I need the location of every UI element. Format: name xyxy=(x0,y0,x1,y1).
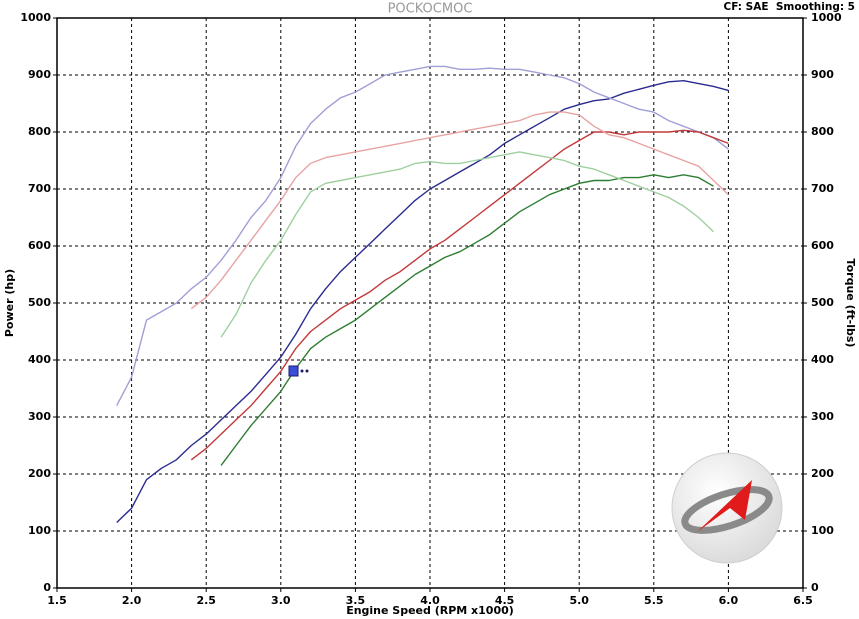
y-tick-label: 0 xyxy=(43,581,51,594)
y-tick-label: 200 xyxy=(28,467,51,480)
x-tick-label: 6.0 xyxy=(719,594,739,607)
y-axis-label: Power (hp) xyxy=(3,269,16,337)
x-tick-label: 2.0 xyxy=(122,594,142,607)
line-series xyxy=(220,174,714,466)
x-tick-label: 5.0 xyxy=(569,594,589,607)
y-tick-label: 1000 xyxy=(20,11,51,24)
y-tick-label: 400 xyxy=(28,353,51,366)
y-tick-label: 600 xyxy=(28,239,51,252)
y-tick-label: 700 xyxy=(28,182,51,195)
line-series xyxy=(190,129,729,461)
y2-axis-label: Torque (ft-lbs) xyxy=(844,259,857,348)
x-tick-label: 1.5 xyxy=(47,594,67,607)
line-series xyxy=(190,111,729,310)
x-tick-label: 4.0 xyxy=(420,594,440,607)
line-series xyxy=(116,80,729,524)
y2-tick-label: 300 xyxy=(811,410,834,423)
y-tick-label: 900 xyxy=(28,68,51,81)
chart-title: POCKOCMOC xyxy=(388,2,473,17)
x-tick-label: 6.5 xyxy=(793,594,813,607)
x-tick-label: 5.5 xyxy=(644,594,664,607)
cursor xyxy=(288,365,309,377)
y2-tick-label: 600 xyxy=(811,239,834,252)
y2-tick-label: 800 xyxy=(811,125,834,138)
line-series xyxy=(220,151,714,338)
x-tick-label: 3.5 xyxy=(346,594,366,607)
x-axis-label: Engine Speed (RPM x1000) xyxy=(346,604,514,617)
y-tick-label: 300 xyxy=(28,410,51,423)
x-tick-label: 2.5 xyxy=(196,594,216,607)
y2-tick-label: 900 xyxy=(811,68,834,81)
y2-tick-label: 500 xyxy=(811,296,834,309)
y-tick-label: 800 xyxy=(28,125,51,138)
y2-tick-label: 100 xyxy=(811,524,834,537)
y-tick-label: 100 xyxy=(28,524,51,537)
y2-tick-label: 1000 xyxy=(811,11,842,24)
y2-tick-label: 0 xyxy=(811,581,819,594)
y2-tick-label: 200 xyxy=(811,467,834,480)
logo xyxy=(671,452,783,564)
x-tick-label: 3.0 xyxy=(271,594,291,607)
y2-tick-label: 400 xyxy=(811,353,834,366)
y2-tick-label: 700 xyxy=(811,182,834,195)
x-tick-label: 4.5 xyxy=(495,594,515,607)
y-tick-label: 500 xyxy=(28,296,51,309)
annotation: CF: SAE Smoothing: 5 xyxy=(723,1,855,13)
line-series xyxy=(116,65,729,406)
